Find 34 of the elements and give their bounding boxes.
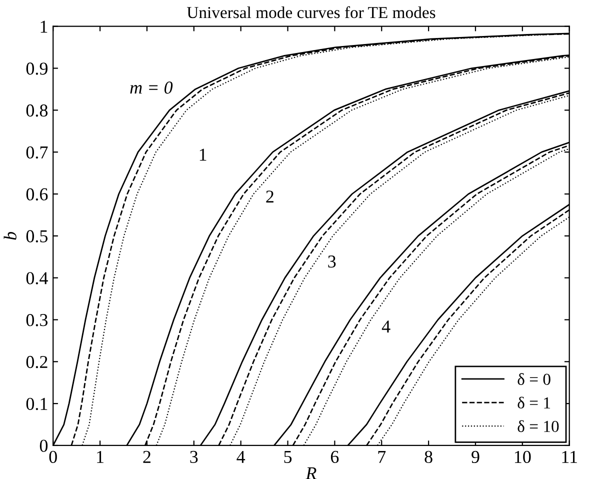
annotation: 3	[328, 256, 336, 268]
x-tick-label: 8	[424, 450, 432, 464]
x-tick-label: 3	[190, 450, 198, 464]
y-tick-label: 0.9	[26, 62, 48, 75]
x-tick-label: 7	[378, 451, 386, 463]
legend-label: δ = 0	[518, 373, 550, 385]
y-tick-label: 0.7	[26, 146, 48, 159]
y-tick-label: 0.1	[26, 398, 48, 410]
x-axis-title: R	[306, 467, 316, 479]
legend-label: δ = 1	[518, 396, 550, 409]
y-tick-label: 1	[40, 20, 48, 33]
y-tick-label: 0.6	[26, 188, 48, 201]
x-tick-label: 9	[472, 450, 480, 464]
x-tick-label: 6	[330, 450, 339, 464]
annotation: 4	[382, 320, 390, 332]
annotation: m = 0	[130, 82, 173, 94]
x-tick-label: 11	[562, 450, 577, 463]
y-tick-label: 0.4	[26, 272, 48, 284]
y-tick-label: 0.5	[26, 230, 48, 242]
y-tick-label: 0.8	[26, 104, 48, 117]
y-tick-label: 0.2	[26, 356, 48, 368]
chart-title: Universal mode curves for TE modes	[186, 6, 436, 18]
x-tick-label: 5	[284, 451, 292, 464]
annotation: 1	[200, 148, 206, 161]
x-tick-label: 2	[143, 450, 150, 463]
y-tick-label: 0.3	[26, 314, 48, 326]
x-tick-label: 0	[49, 450, 57, 464]
x-tick-label: 4	[236, 450, 246, 463]
y-tick-label: 0	[40, 440, 48, 452]
x-tick-label: 1	[97, 450, 104, 463]
legend-label: δ = 10	[518, 420, 559, 432]
x-tick-label: 10	[514, 450, 531, 464]
annotation: 2	[266, 190, 274, 203]
y-axis-title: b	[4, 232, 16, 240]
